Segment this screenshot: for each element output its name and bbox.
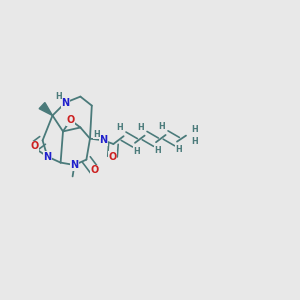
- Text: N: N: [99, 135, 108, 146]
- Text: H: H: [159, 122, 165, 131]
- Text: H: H: [175, 146, 181, 154]
- Text: O: O: [108, 152, 117, 162]
- Text: N: N: [43, 152, 52, 162]
- Text: H: H: [191, 125, 198, 134]
- Text: O: O: [30, 141, 39, 152]
- Text: H: H: [154, 146, 160, 155]
- Text: H: H: [191, 136, 198, 146]
- Text: H: H: [133, 147, 140, 156]
- Text: O: O: [90, 165, 99, 176]
- Polygon shape: [39, 103, 52, 116]
- Text: H: H: [94, 130, 100, 139]
- Text: H: H: [138, 123, 144, 132]
- Text: O: O: [66, 115, 75, 125]
- Text: H: H: [117, 123, 123, 132]
- Text: N: N: [61, 98, 70, 108]
- Text: N: N: [70, 160, 79, 170]
- Text: H: H: [56, 92, 62, 101]
